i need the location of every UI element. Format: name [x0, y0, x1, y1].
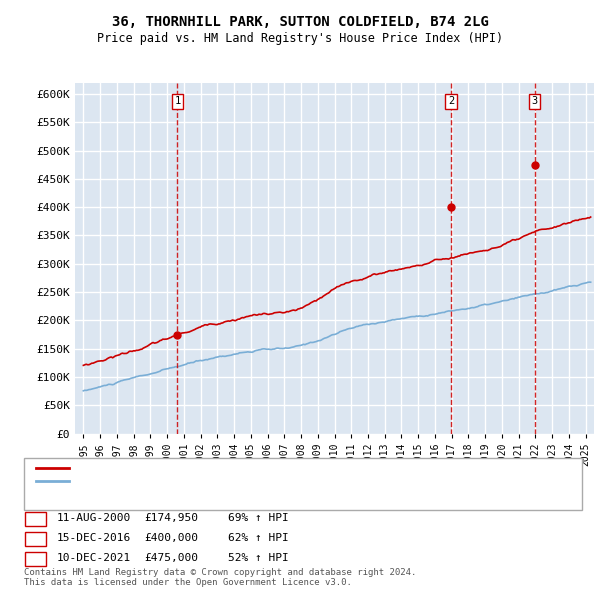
Text: 15-DEC-2016: 15-DEC-2016	[57, 533, 131, 543]
Text: 1: 1	[175, 96, 181, 106]
Text: 10-DEC-2021: 10-DEC-2021	[57, 553, 131, 563]
Text: 3: 3	[32, 553, 39, 563]
Text: 1: 1	[32, 513, 39, 523]
Text: Contains HM Land Registry data © Crown copyright and database right 2024.
This d: Contains HM Land Registry data © Crown c…	[24, 568, 416, 587]
Text: 69% ↑ HPI: 69% ↑ HPI	[228, 513, 289, 523]
Text: 36, THORNHILL PARK, SUTTON COLDFIELD, B74 2LG (detached house): 36, THORNHILL PARK, SUTTON COLDFIELD, B7…	[75, 463, 463, 473]
Text: 36, THORNHILL PARK, SUTTON COLDFIELD, B74 2LG: 36, THORNHILL PARK, SUTTON COLDFIELD, B7…	[112, 15, 488, 29]
Text: £475,000: £475,000	[144, 553, 198, 563]
Text: 3: 3	[532, 96, 538, 106]
Text: 11-AUG-2000: 11-AUG-2000	[57, 513, 131, 523]
Text: HPI: Average price, detached house, Walsall: HPI: Average price, detached house, Wals…	[75, 476, 344, 486]
Text: £400,000: £400,000	[144, 533, 198, 543]
Text: £174,950: £174,950	[144, 513, 198, 523]
Text: 2: 2	[448, 96, 454, 106]
Text: 62% ↑ HPI: 62% ↑ HPI	[228, 533, 289, 543]
Text: 2: 2	[32, 533, 39, 543]
Text: Price paid vs. HM Land Registry's House Price Index (HPI): Price paid vs. HM Land Registry's House …	[97, 32, 503, 45]
Text: 52% ↑ HPI: 52% ↑ HPI	[228, 553, 289, 563]
